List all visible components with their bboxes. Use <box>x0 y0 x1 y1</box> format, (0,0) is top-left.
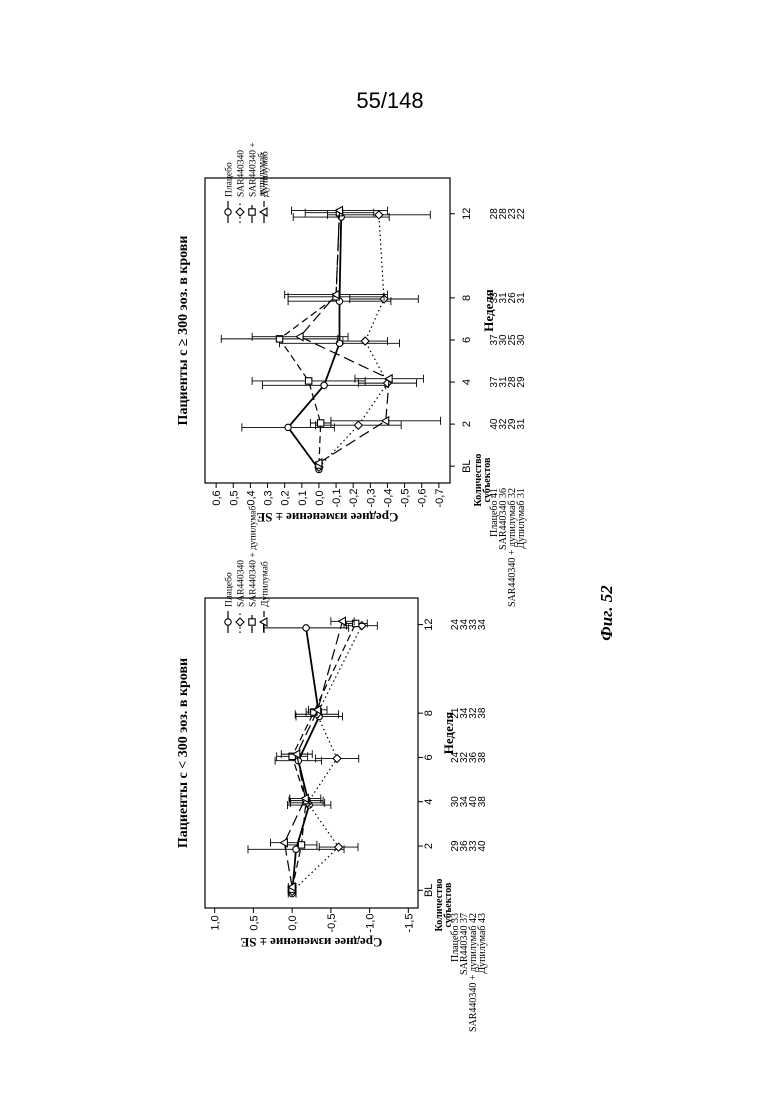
x-tick-label: 4 <box>461 379 473 385</box>
x-tick-label: 2 <box>461 421 473 427</box>
subjects-row-label: Дупилумаб 31 <box>516 488 527 549</box>
legend-label: SAR440340 <box>237 560 247 607</box>
data-point <box>354 421 362 429</box>
y-tick-label: -1,5 <box>403 914 415 933</box>
y-tick-label: 1,0 <box>210 915 222 930</box>
y-tick-label: 0,3 <box>263 490 275 505</box>
data-point <box>382 417 389 425</box>
chart-high-eosinophils: Пациенты с ≥ 300 эоз. в крови 0,6 0,5 0,4 0,… <box>176 142 527 607</box>
plot-frame <box>205 178 450 483</box>
y-tick-label: 0,6 <box>211 490 223 505</box>
legend-entry: SAR440340 <box>236 560 247 633</box>
x-tick-label: 4 <box>423 799 435 805</box>
x-tick-label: 6 <box>423 754 435 760</box>
legend-label: SAR440340 <box>237 150 247 197</box>
legend-marker <box>225 619 231 625</box>
y-tick-label: -0,2 <box>348 489 360 508</box>
y-tick-label: 0,4 <box>245 490 257 505</box>
data-point <box>336 340 342 346</box>
legend-marker <box>236 618 244 626</box>
y-axis-label: Среднее изменение ± SE <box>241 935 383 950</box>
data-point <box>285 424 291 430</box>
legend-entry: Плацебо <box>224 572 235 633</box>
x-tick-label: 12 <box>461 208 473 220</box>
y-tick-label: -0,4 <box>382 489 394 508</box>
y-tick-label: -0,1 <box>331 489 343 508</box>
x-tick-label: 12 <box>423 618 435 630</box>
data-point <box>333 755 341 763</box>
y-axis-label: Среднее изменение ± SE <box>257 510 399 525</box>
data-point <box>303 625 309 631</box>
data-point <box>305 378 311 384</box>
legend-marker <box>249 209 255 215</box>
y-tick-label: 0,5 <box>248 915 260 930</box>
data-point <box>280 839 287 847</box>
legend-entry: Дупилумаб <box>260 561 271 633</box>
chart-title: Пациенты с < 300 эоз. в крови <box>176 658 191 848</box>
y-tick-label: -0,5 <box>326 914 338 933</box>
subjects-count: 38 <box>477 707 488 719</box>
y-tick-label: 0,1 <box>297 490 309 505</box>
data-point <box>317 420 323 426</box>
x-tick-label: BL <box>461 459 473 472</box>
subjects-count: 29 <box>516 376 527 388</box>
legend-label: Дупилумаб <box>260 151 271 197</box>
legend-label: Дупилумаб <box>260 561 271 607</box>
legend-label: Плацебо <box>224 162 235 197</box>
legend-entry: Дупилумаб <box>260 151 271 223</box>
y-tick-label: 0,0 <box>287 915 299 930</box>
legend-marker <box>236 208 244 216</box>
subjects-count: 31 <box>516 292 527 304</box>
y-tick-label: 0,2 <box>280 490 292 505</box>
subjects-row-label: Дупилумаб 43 <box>477 913 488 974</box>
series-diamond <box>288 622 377 896</box>
subjects-count: 34 <box>477 619 488 631</box>
x-tick-label: 8 <box>461 295 473 301</box>
y-tick-label: -0,7 <box>434 489 446 508</box>
rotated-figure: Пациенты с < 300 эоз. в крови 1,0 0,5 0,0 -0… <box>176 142 616 1032</box>
chart-title: Пациенты с ≥ 300 эоз. в крови <box>176 236 191 426</box>
x-tick-label: 2 <box>423 843 435 849</box>
data-point <box>375 211 383 219</box>
subjects-count: 40 <box>477 840 488 852</box>
subjects-count: 38 <box>477 796 488 808</box>
x-tick-label: 6 <box>461 337 473 343</box>
plot-frame <box>205 598 418 908</box>
y-tick-label: -1,0 <box>365 914 377 933</box>
series-square <box>277 619 368 893</box>
legend-marker <box>249 619 255 625</box>
data-point <box>298 842 304 848</box>
subjects-count: 31 <box>516 418 527 430</box>
x-tick-label: 8 <box>423 710 435 716</box>
subjects-count: 22 <box>516 208 527 220</box>
chart-low-eosinophils: Пациенты с < 300 эоз. в крови 1,0 0,5 0,0 -0… <box>176 506 488 1032</box>
legend-entry: SAR440340 <box>236 150 247 223</box>
data-point <box>335 843 343 851</box>
data-point <box>361 337 369 345</box>
y-tick-label: -0,5 <box>400 489 412 508</box>
series-diamond <box>315 211 430 471</box>
y-tick-label: 0,0 <box>314 490 326 505</box>
series-circle <box>242 213 400 473</box>
series-triangle <box>270 617 354 891</box>
legend-label: Плацебо <box>224 572 235 607</box>
figure-caption: Фиг. 52 <box>597 585 616 641</box>
y-tick-label: 0,5 <box>228 490 240 505</box>
data-point <box>321 382 327 388</box>
subjects-count: 30 <box>516 334 527 346</box>
legend-marker <box>225 209 231 215</box>
y-tick-label: -0,6 <box>417 489 429 508</box>
data-point <box>296 333 303 341</box>
legend-entry: Плацебо <box>224 162 235 223</box>
y-tick-label: -0,3 <box>365 489 377 508</box>
subjects-count: 38 <box>477 751 488 763</box>
